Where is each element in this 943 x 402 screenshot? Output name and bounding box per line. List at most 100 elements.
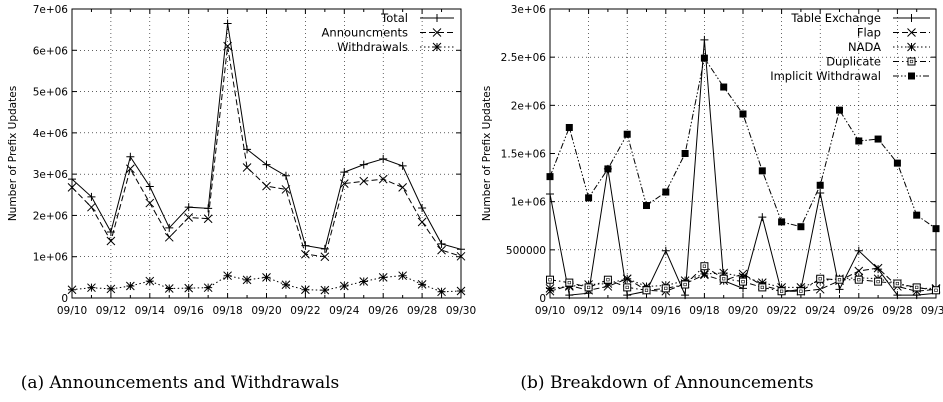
data-point <box>681 280 690 289</box>
data-point <box>739 110 747 118</box>
data-point <box>165 223 174 232</box>
data-point <box>757 278 767 287</box>
data-point <box>874 277 883 286</box>
data-point <box>320 285 330 295</box>
data-point <box>67 183 77 192</box>
data-point <box>816 181 824 189</box>
data-point <box>106 284 116 294</box>
y-axis-label: Number of Prefix Updates <box>7 86 19 221</box>
data-point <box>417 217 427 227</box>
data-point <box>203 283 213 293</box>
data-point <box>262 273 271 282</box>
y-tick-label: 500000 <box>506 245 546 257</box>
data-point <box>203 214 213 224</box>
series-duplicate <box>546 262 940 296</box>
data-point <box>796 287 805 296</box>
data-point <box>700 35 709 44</box>
data-point <box>106 236 116 246</box>
data-point <box>719 274 728 283</box>
data-point <box>184 203 193 212</box>
data-point <box>816 274 825 283</box>
y-tick-label: 1e+06 <box>33 252 69 264</box>
chart-panel-1: 0 1e+06 2e+06 3e+06 4e+06 5e+06 6e+06 7e+06 09/1… <box>7 4 476 393</box>
legend-label: Implicit Withdrawal <box>770 69 881 83</box>
series-line <box>549 265 937 292</box>
legend-label: NADA <box>848 40 881 54</box>
legend-marker <box>908 72 915 80</box>
data-point <box>456 286 466 296</box>
data-point <box>661 246 670 255</box>
data-point <box>320 252 330 262</box>
data-point <box>546 189 554 198</box>
y-tick-label: 2e+06 <box>33 210 69 222</box>
plot-frame <box>549 8 937 299</box>
data-point <box>565 291 574 300</box>
x-tick-label: 09/12 <box>96 305 126 317</box>
data-point <box>893 159 901 167</box>
legend-label: Total <box>380 11 408 25</box>
legend-marker <box>432 42 442 52</box>
data-point <box>700 269 709 279</box>
data-point <box>623 130 631 138</box>
data-point <box>359 176 369 186</box>
x-tick-label: 09/24 <box>329 305 360 317</box>
data-point <box>378 273 388 282</box>
data-point <box>164 284 174 293</box>
data-point <box>739 284 747 293</box>
data-point <box>456 251 466 261</box>
data-point <box>932 286 940 295</box>
series-withdrawals <box>67 271 466 297</box>
data-point <box>893 279 902 288</box>
data-point <box>565 278 574 287</box>
data-point <box>417 280 427 289</box>
data-point <box>145 198 155 208</box>
y-tick-label: 4e+06 <box>33 128 69 140</box>
legend-label: Announcments <box>322 26 408 40</box>
data-point <box>912 283 921 292</box>
data-point <box>874 265 883 274</box>
y-tick-label: 1e+06 <box>511 197 547 209</box>
data-point <box>437 239 446 248</box>
data-point <box>398 183 408 192</box>
y-axis-label: Number of Prefix Updates <box>481 86 493 221</box>
data-point <box>339 179 349 188</box>
x-tick-label: 09/10 <box>57 305 87 317</box>
data-point <box>281 185 291 194</box>
data-point <box>339 281 349 291</box>
data-point <box>379 154 388 163</box>
legend-marker <box>432 28 442 37</box>
data-point <box>398 271 408 281</box>
data-point <box>87 202 96 212</box>
y-tick-label: 3e+06 <box>33 169 69 181</box>
data-point <box>816 188 825 197</box>
chart-panel-2: 0 500000 1e+06 1.5e+06 2e+06 2.5e+06 3e+06 09/1… <box>481 4 943 393</box>
data-point <box>223 19 232 28</box>
data-point <box>67 285 77 295</box>
data-point <box>546 173 554 181</box>
x-tick-label: 09/26 <box>368 305 399 317</box>
data-point <box>565 123 573 131</box>
data-point <box>301 285 310 295</box>
data-point <box>281 171 290 180</box>
x-tick-label: 09/28 <box>882 305 912 317</box>
chart-caption: (b) Breakdown of Announcements <box>520 373 813 393</box>
data-point <box>797 223 805 231</box>
legend-marker <box>907 42 916 52</box>
data-point <box>546 275 554 284</box>
y-tick-label: 1.5e+06 <box>501 149 547 161</box>
x-tick-label: 09/16 <box>174 305 205 317</box>
series-line <box>549 267 937 292</box>
data-point <box>720 83 728 91</box>
data-point <box>642 286 651 295</box>
data-point <box>242 275 252 285</box>
data-point <box>584 283 593 292</box>
data-point <box>758 283 767 292</box>
data-point <box>700 54 708 62</box>
x-tick-label: 09/18 <box>689 305 719 317</box>
x-tick-label: 09/28 <box>407 305 437 317</box>
data-point <box>340 168 349 177</box>
legend-marker <box>907 14 916 22</box>
data-point <box>87 192 96 201</box>
x-tick-label: 09/22 <box>766 305 796 317</box>
